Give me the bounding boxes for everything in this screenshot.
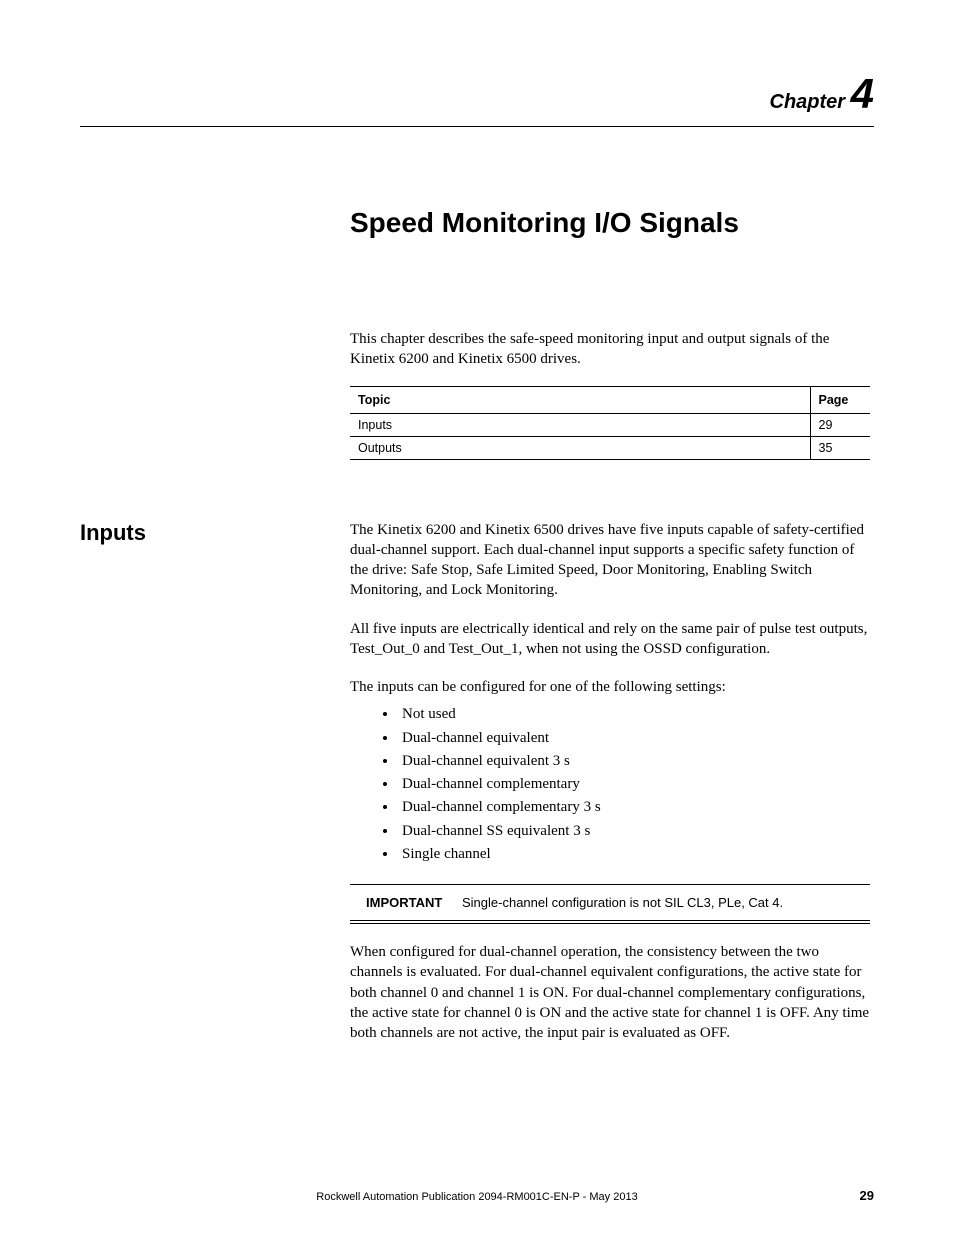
intro-block: This chapter describes the safe-speed mo… — [350, 329, 870, 460]
paragraph: The inputs can be configured for one of … — [350, 677, 870, 697]
paragraph: All five inputs are electrically identic… — [350, 619, 870, 660]
toc-header-row: Topic Page — [350, 386, 870, 413]
paragraph: When configured for dual-channel operati… — [350, 942, 870, 1043]
list-item: Dual-channel equivalent — [398, 727, 870, 750]
toc-topic: Inputs — [350, 413, 810, 436]
important-label: IMPORTANT — [352, 895, 462, 910]
list-item: Single channel — [398, 843, 870, 866]
paragraph: The Kinetix 6200 and Kinetix 6500 drives… — [350, 520, 870, 601]
toc-header-topic: Topic — [350, 386, 810, 413]
toc-row: Outputs 35 — [350, 436, 870, 459]
toc-page: 35 — [810, 436, 870, 459]
section-row: Inputs The Kinetix 6200 and Kinetix 6500… — [80, 520, 874, 1062]
important-text: Single-channel configuration is not SIL … — [462, 895, 783, 910]
section-heading: Inputs — [80, 520, 350, 546]
section-body: The Kinetix 6200 and Kinetix 6500 drives… — [350, 520, 870, 1062]
toc-header-page: Page — [810, 386, 870, 413]
chapter-title: Speed Monitoring I/O Signals — [350, 207, 874, 239]
list-item: Not used — [398, 703, 870, 726]
chapter-label-prefix: Chapter — [770, 91, 846, 113]
footer-publication: Rockwell Automation Publication 2094-RM0… — [80, 1191, 874, 1203]
list-item: Dual-channel complementary — [398, 773, 870, 796]
chapter-header: Chapter 4 — [80, 70, 874, 127]
list-item: Dual-channel complementary 3 s — [398, 796, 870, 819]
toc-topic: Outputs — [350, 436, 810, 459]
chapter-number: 4 — [851, 70, 874, 117]
list-item: Dual-channel equivalent 3 s — [398, 750, 870, 773]
toc-table: Topic Page Inputs 29 Outputs 35 — [350, 386, 870, 460]
intro-paragraph: This chapter describes the safe-speed mo… — [350, 329, 870, 370]
important-callout: IMPORTANT Single-channel configuration i… — [350, 884, 870, 924]
toc-row: Inputs 29 — [350, 413, 870, 436]
toc-page: 29 — [810, 413, 870, 436]
page-number: 29 — [860, 1188, 874, 1203]
important-inner: IMPORTANT Single-channel configuration i… — [350, 885, 870, 921]
list-item: Dual-channel SS equivalent 3 s — [398, 820, 870, 843]
page-container: Chapter 4 Speed Monitoring I/O Signals T… — [0, 0, 954, 1235]
settings-list: Not used Dual-channel equivalent Dual-ch… — [398, 703, 870, 866]
